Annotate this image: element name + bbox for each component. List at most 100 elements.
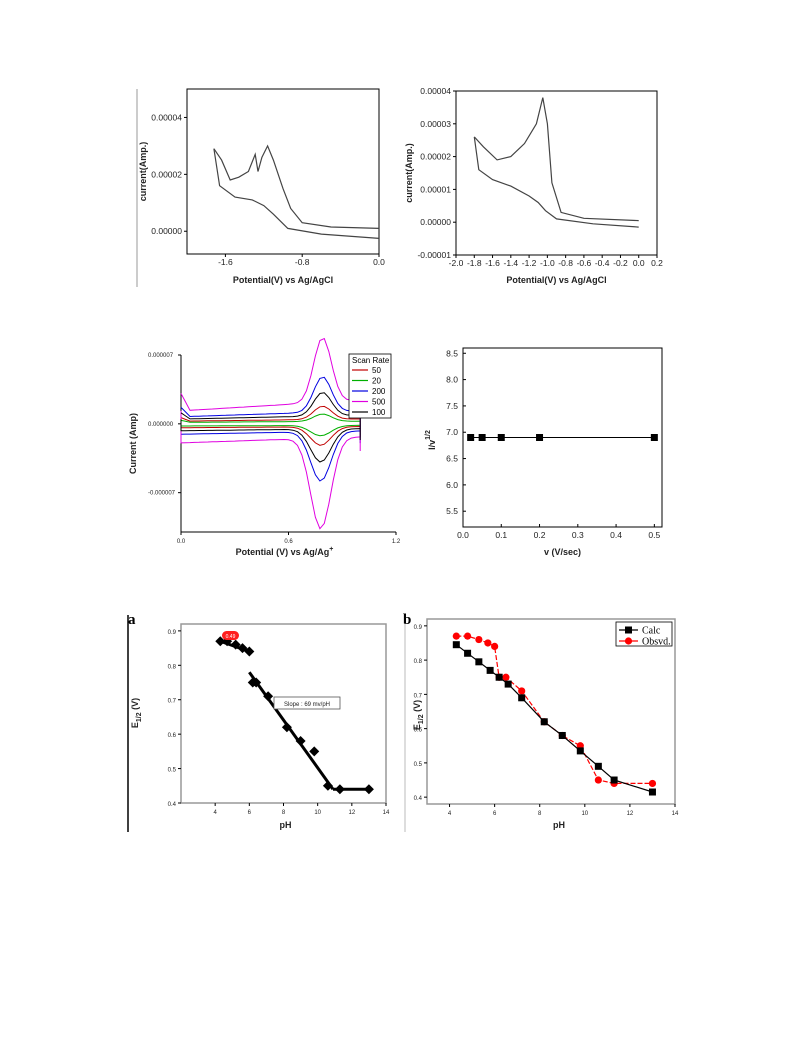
y-tick-label: 7.0 xyxy=(446,427,458,437)
y-axis-label: E1/2 (V) xyxy=(130,698,143,728)
data-point xyxy=(215,636,226,647)
chart-cv-top-right: -2.0 -1.8 -1.6 -1.4 -1.2 -1.0 -0.8 -0.6 -0.4 -0.2… xyxy=(404,86,663,285)
chart-panel-a: a 4 6 8 10 12 14 0.4 0.5 0.6 0.7 0.8 0.9 pH E1/2 (V) Sl… xyxy=(127,612,406,832)
x-tick-label: 0.6 xyxy=(284,539,293,545)
y-tick-label: 7.5 xyxy=(446,401,458,411)
data-point xyxy=(263,691,274,702)
legend-marker xyxy=(625,626,632,634)
data-point xyxy=(244,646,255,657)
x-tick-label: 14 xyxy=(383,810,390,816)
y-axis-label-subscript: 1/2 xyxy=(418,714,425,724)
legend-label: Calc xyxy=(642,626,661,637)
data-point xyxy=(486,666,494,674)
x-tick-label: 0.2 xyxy=(534,530,546,540)
x-tick-label: 6 xyxy=(493,811,497,817)
x-tick-label: 14 xyxy=(672,811,679,817)
y-axis-label: Current (Amp) xyxy=(128,413,138,474)
data-point xyxy=(322,780,333,791)
data-point xyxy=(558,731,566,739)
data-point xyxy=(594,762,602,770)
y-tick-label: 0.7 xyxy=(414,693,423,699)
fit-line xyxy=(248,671,335,791)
data-point xyxy=(251,677,262,688)
data-point xyxy=(452,641,460,649)
x-tick-label: 0.0 xyxy=(457,530,469,540)
y-tick-label: -0.00001 xyxy=(417,250,451,260)
y-tick-label: -0.000007 xyxy=(148,491,176,497)
data-point xyxy=(237,643,248,654)
x-axis-label: Potential (V) vs Ag/Ag+ xyxy=(236,546,334,557)
data-point xyxy=(475,635,483,644)
y-axis-label-subscript: 1/2 xyxy=(136,712,143,722)
y-tick-label: 0.5 xyxy=(414,762,423,768)
y-axis-label-superscript: 1/2 xyxy=(425,430,432,440)
x-tick-label: 12 xyxy=(348,810,355,816)
x-tick-label: -1.2 xyxy=(522,258,537,268)
data-point xyxy=(484,639,492,647)
highlight-marker xyxy=(222,631,239,640)
chart-cv-scan-rate: 0.0 0.6 1.2 0.000007 0.000000 -0.000007 Potent… xyxy=(128,337,401,557)
data-point xyxy=(230,639,241,650)
y-tick-label: 0.9 xyxy=(168,630,177,636)
y-tick-label: 0.8 xyxy=(414,659,423,665)
data-point xyxy=(309,746,320,757)
data-point xyxy=(518,687,526,695)
x-tick-label: 0.3 xyxy=(572,530,584,540)
slope-annotation-box xyxy=(273,696,341,710)
y-tick-label: 0.00001 xyxy=(420,184,451,194)
data-point xyxy=(502,673,510,681)
x-tick-label: 4 xyxy=(213,810,217,816)
x-tick-label: 0.0 xyxy=(373,257,385,267)
x-tick-label: 6 xyxy=(248,810,252,816)
y-tick-label: 0.8 xyxy=(168,664,177,670)
x-tick-label: -1.8 xyxy=(467,258,482,268)
y-tick-label: 0.00000 xyxy=(151,226,182,236)
y-tick-label: 0.6 xyxy=(168,733,177,739)
chart-current-function: 0.0 0.1 0.2 0.3 0.4 0.5 5.5 6.0 6.5 7.0 7.5 8.0 8.5 v… xyxy=(425,347,663,557)
plot-frame xyxy=(426,618,676,805)
y-tick-label: 0.00002 xyxy=(151,169,182,179)
legend-box xyxy=(348,353,392,419)
y-axis-label-unit: (V) xyxy=(412,700,422,715)
x-axis-label-superscript: + xyxy=(329,546,333,553)
y-tick-label: 6.0 xyxy=(446,480,458,490)
x-axis-label: pH xyxy=(280,820,292,830)
cv-trace xyxy=(213,144,380,229)
y-tick-label: 0.00003 xyxy=(420,119,451,129)
y-tick-label: 0.6 xyxy=(414,728,423,734)
y-axis-label-unit: (V) xyxy=(130,698,140,713)
data-point xyxy=(518,694,526,702)
y-axis-label: I/v1/2 xyxy=(425,430,437,450)
x-tick-label: -0.4 xyxy=(595,258,610,268)
x-tick-label: 0.4 xyxy=(610,530,622,540)
legend-label: 20 xyxy=(372,377,381,386)
data-point xyxy=(497,434,505,441)
data-point xyxy=(363,784,374,795)
data-point xyxy=(536,434,544,441)
slope-annotation: Slope : 69 mv/pH xyxy=(284,702,330,708)
y-tick-label: 0.5 xyxy=(168,768,177,774)
data-point xyxy=(648,779,657,788)
data-point xyxy=(495,673,503,681)
legend-label: 500 xyxy=(372,398,386,407)
data-point xyxy=(650,434,658,441)
legend-marker xyxy=(624,637,633,645)
x-tick-label: 4 xyxy=(448,811,452,817)
y-tick-label: 0.9 xyxy=(414,625,423,631)
data-point xyxy=(334,784,345,795)
panel-label: a xyxy=(128,612,136,628)
data-point xyxy=(491,642,499,651)
cv-trace-200 xyxy=(180,376,361,482)
x-tick-label: -1.0 xyxy=(540,258,555,268)
x-tick-label: -0.8 xyxy=(558,258,573,268)
y-tick-label: 5.5 xyxy=(446,506,458,516)
data-point xyxy=(648,788,656,796)
x-tick-label: -1.6 xyxy=(485,258,500,268)
y-tick-label: 0.00004 xyxy=(151,112,182,122)
x-tick-label: 1.2 xyxy=(392,539,401,545)
x-axis-label: Potential(V) vs Ag/AgCl xyxy=(233,275,333,285)
data-point xyxy=(281,722,292,733)
x-tick-label: 8 xyxy=(538,811,542,817)
highlight-label: 0.49 xyxy=(226,634,236,640)
data-point xyxy=(504,680,512,688)
